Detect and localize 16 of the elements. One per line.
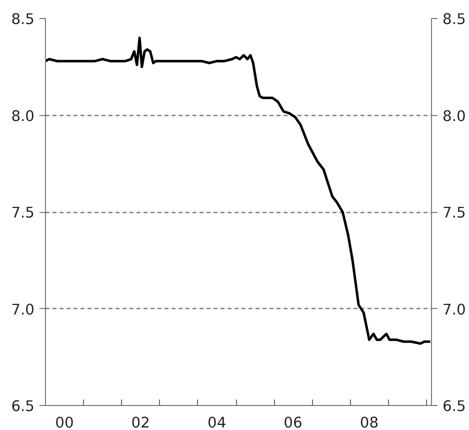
x-tick-label: 04 — [208, 414, 226, 430]
line-series — [46, 36, 432, 345]
y2-tick-label: 6.5 — [442, 398, 466, 415]
y-tick-label: 7.0 — [11, 301, 35, 318]
y2-tick-label: 7.0 — [442, 301, 466, 318]
y-tick-label: 8.0 — [11, 108, 35, 125]
x-tick-label: 02 — [131, 414, 150, 430]
x-tick-label: 00 — [55, 414, 74, 430]
y-tick-label: 6.5 — [11, 398, 35, 415]
y-tick-label: 8.5 — [11, 11, 35, 28]
y2-tick-label: 7.5 — [442, 204, 466, 222]
y2-tick-label: 8.0 — [442, 108, 466, 125]
x-tick-label: 08 — [360, 414, 379, 430]
y-tick-label: 7.5 — [11, 204, 35, 222]
x-tick-label: 06 — [284, 414, 302, 430]
y2-tick-label: 8.5 — [442, 11, 466, 28]
